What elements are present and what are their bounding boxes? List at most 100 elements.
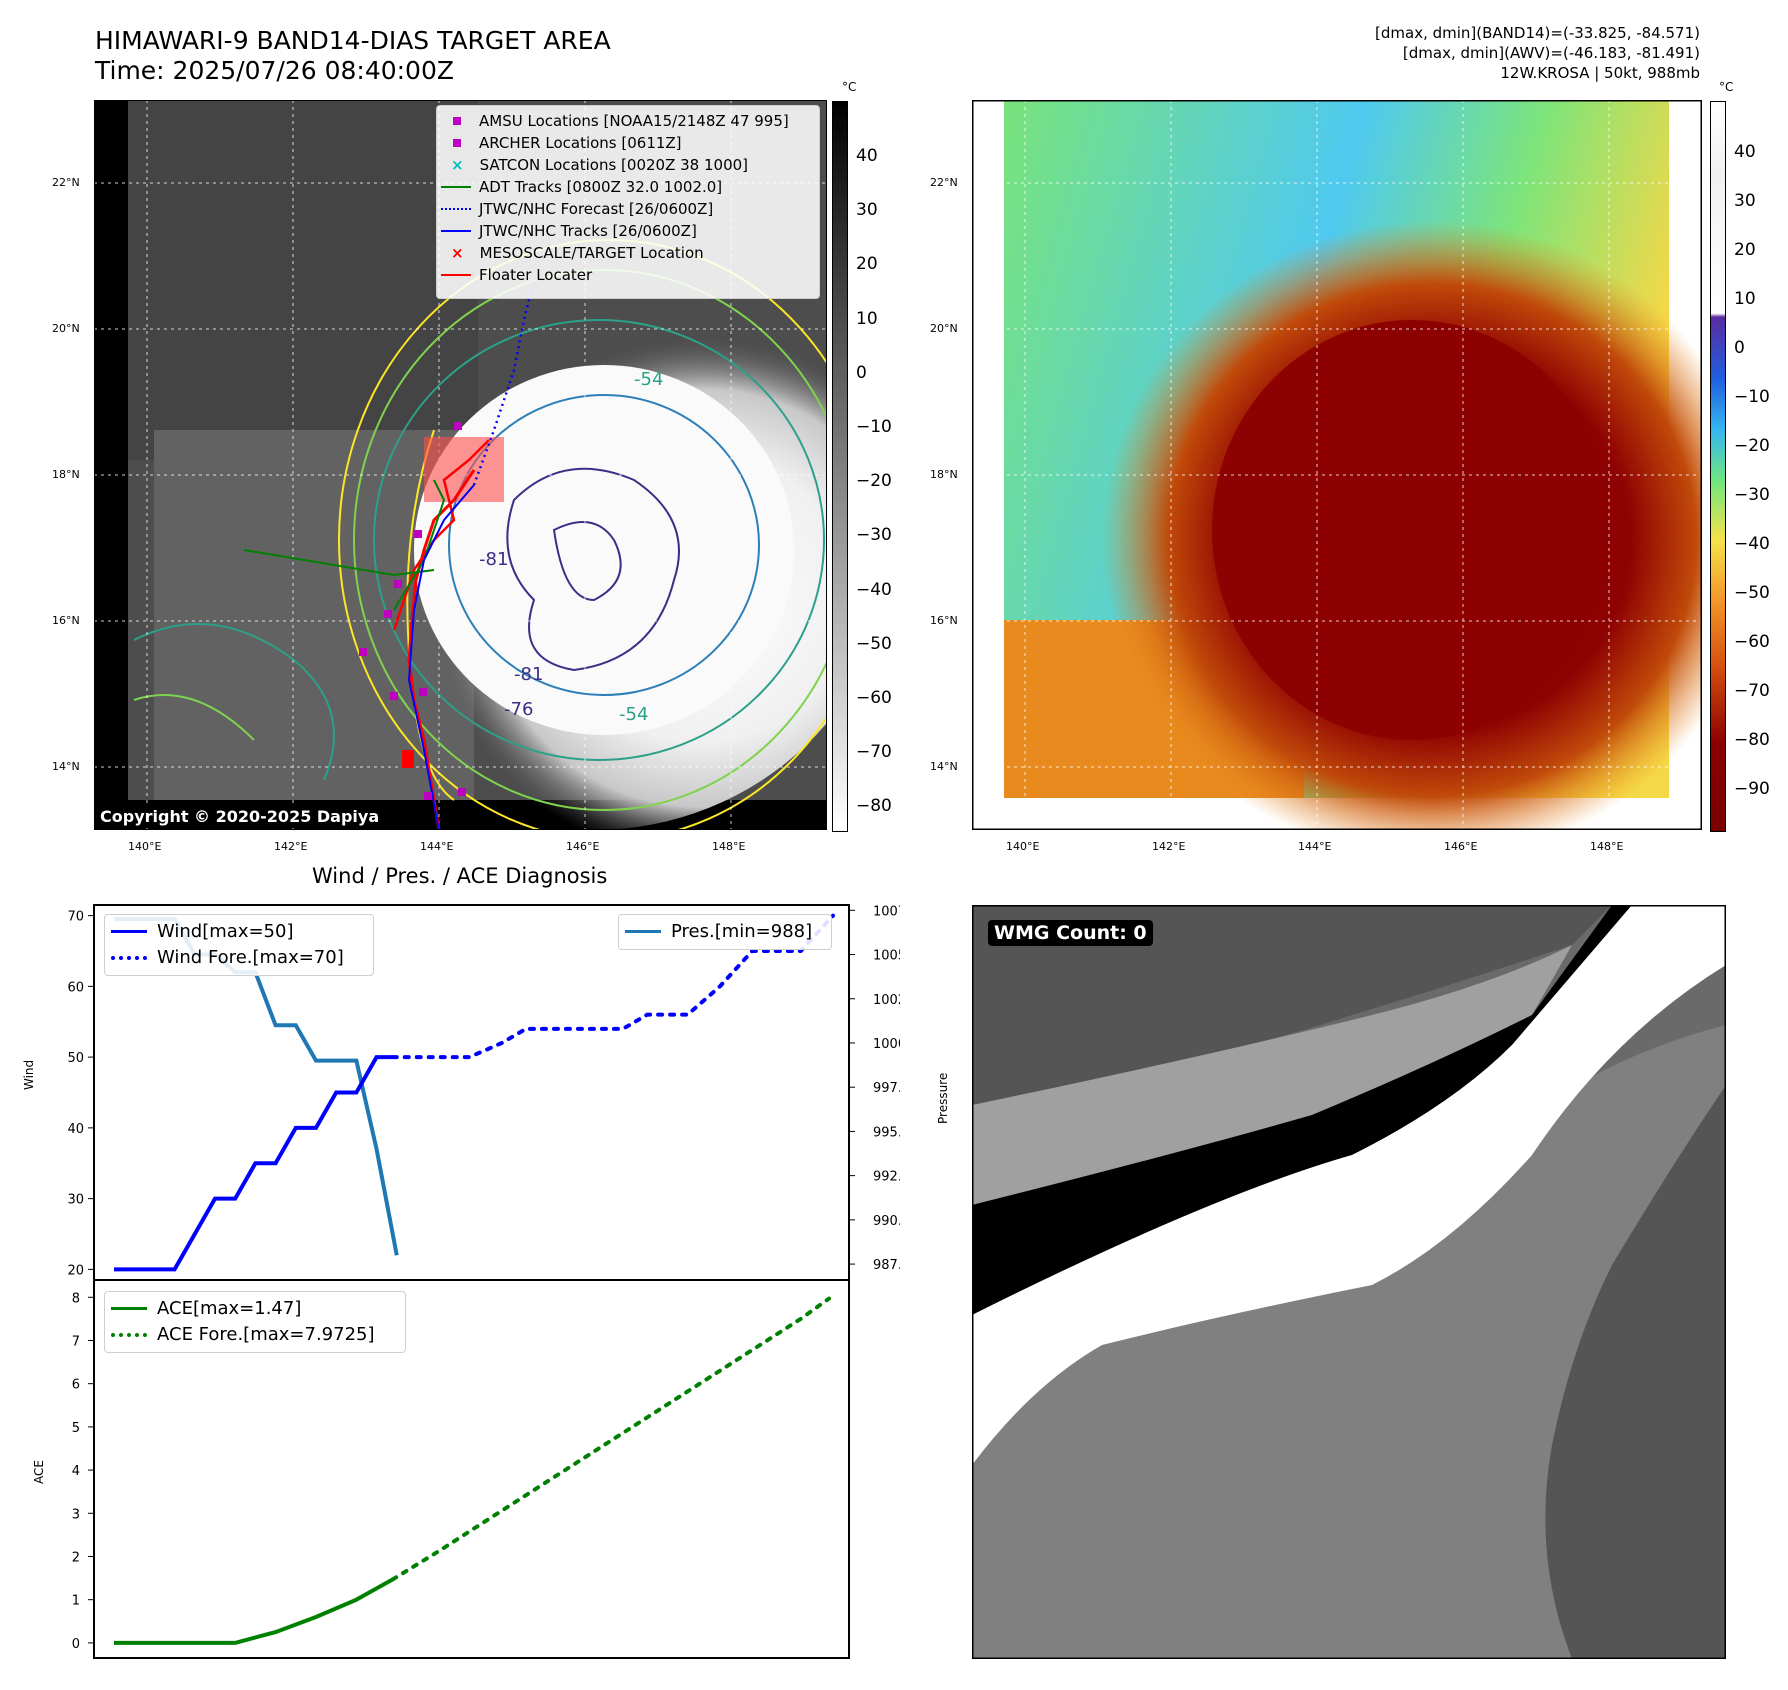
lon-tick: 140°E: [128, 840, 162, 853]
legend-label: ADT Tracks [0800Z 32.0 1002.0]: [479, 178, 723, 196]
wind-forecast-line: [390, 913, 836, 1060]
lon-tick: 142°E: [1152, 840, 1186, 853]
wind-tick-label: 60: [67, 980, 84, 995]
wind-line-icon: [111, 930, 147, 933]
pressure-tick-label: 992.5: [873, 1170, 900, 1185]
colorbar-tick: −70: [856, 742, 892, 763]
legend-label: AMSU Locations [NOAA15/2148Z 47 995]: [479, 112, 789, 130]
copyright: Copyright © 2020-2025 Dapiya: [95, 806, 385, 827]
wind-tick-label: 50: [67, 1051, 84, 1066]
contour-label: -54: [634, 369, 663, 390]
contour-label: -54: [619, 704, 648, 725]
ace-tick-label: 8: [72, 1291, 80, 1306]
legend-label: ACE Fore.[max=7.9725]: [157, 1324, 375, 1345]
legend-label: JTWC/NHC Tracks [26/0600Z]: [479, 222, 697, 240]
wind-series-line: [114, 1055, 393, 1272]
wmg-count-badge: WMG Count: 0: [988, 920, 1153, 946]
ace-tick-label: 3: [72, 1507, 80, 1522]
lon-tick: 148°E: [712, 840, 746, 853]
colorbar-tick: 30: [856, 200, 878, 221]
satcon-x-icon: ×: [451, 156, 464, 174]
target-x-icon: ×: [451, 244, 464, 262]
contour-label: -81: [479, 549, 508, 570]
ace-tick-label: 0: [72, 1637, 80, 1652]
lat-tick: 16°N: [52, 614, 80, 627]
floater-line-icon: [441, 274, 471, 276]
ace-axes-frame: [93, 1279, 850, 1659]
colorbar-tick: −70: [1734, 681, 1770, 701]
legend-label: SATCON Locations [0020Z 38 1000]: [479, 156, 749, 174]
band14-colorbar: [832, 101, 848, 832]
lat-tick: 20°N: [930, 322, 958, 335]
wind-tick-label: 70: [67, 910, 84, 925]
forecast-dotted-icon: [441, 208, 471, 210]
ace-fore-dotted-icon: [111, 1332, 147, 1337]
lat-tick: 16°N: [930, 614, 958, 627]
legend-label: Pres.[min=988]: [671, 921, 813, 942]
pressure-tick-label: 995.0: [873, 1125, 900, 1140]
ace-tick-label: 4: [72, 1464, 80, 1479]
legend-label: MESOSCALE/TARGET Location: [479, 244, 704, 262]
contour-label: -76: [504, 699, 533, 720]
colorbar-tick: −50: [856, 633, 892, 654]
legend-label: ARCHER Locations [0611Z]: [479, 134, 682, 152]
amsu-marker-icon: [453, 117, 461, 125]
wind-fore-dotted-icon: [111, 955, 147, 960]
storm-info: 12W.KROSA | 50kt, 988mb: [1500, 64, 1700, 82]
colorbar-tick: −20: [856, 471, 892, 492]
wmg-panel: [972, 905, 1726, 1659]
wind-tick-label: 20: [67, 1263, 84, 1278]
colorbar-tick: −30: [1734, 485, 1770, 505]
pressure-legend: Pres.[min=988]: [618, 914, 832, 950]
ace-legend: ACE[max=1.47] ACE Fore.[max=7.9725]: [104, 1291, 406, 1353]
diagnosis-chart: 7060504030201007.51005.01002.51000.0997.…: [67, 904, 900, 1659]
pressure-tick-label: 1007.5: [873, 904, 900, 919]
colorbar-tick: −10: [856, 417, 892, 437]
lat-tick: 22°N: [930, 176, 958, 189]
colorbar-tick: −40: [856, 579, 892, 600]
colorbar-tick: 30: [1734, 191, 1756, 211]
lat-tick: 14°N: [52, 760, 80, 773]
awv-colorbar: [1710, 101, 1726, 832]
colorbar-tick: −90: [1734, 779, 1770, 799]
lat-tick: 22°N: [52, 176, 80, 189]
lat-tick: 18°N: [52, 468, 80, 481]
legend-label: JTWC/NHC Forecast [26/0600Z]: [479, 200, 714, 218]
colorbar-tick: 20: [1734, 240, 1756, 260]
ace-tick-label: 7: [72, 1334, 80, 1349]
colorbar-tick: −50: [1734, 583, 1770, 603]
legend-label: Wind[max=50]: [157, 921, 294, 942]
colorbar-unit: °C: [842, 80, 857, 94]
lon-tick: 144°E: [1298, 840, 1332, 853]
colorbar-tick: 0: [856, 362, 867, 383]
lon-tick: 142°E: [274, 840, 308, 853]
lat-tick: 18°N: [930, 468, 958, 481]
ace-forecast-line: [390, 1296, 831, 1582]
lon-tick: 146°E: [566, 840, 600, 853]
pressure-tick-label: 997.5: [873, 1081, 900, 1096]
ace-line-icon: [111, 1307, 147, 1310]
ace-tick-label: 1: [72, 1594, 80, 1609]
colorbar-tick: 0: [1734, 338, 1745, 358]
colorbar-tick: −40: [1734, 534, 1770, 554]
diagnosis-title: Wind / Pres. / ACE Diagnosis: [312, 864, 608, 888]
pressure-line-icon: [625, 930, 661, 933]
pressure-axis-label: Pressure: [936, 1072, 950, 1124]
colorbar-tick: −80: [856, 796, 892, 817]
wind-tick-label: 30: [67, 1193, 84, 1208]
colorbar-tick: 10: [1734, 289, 1756, 309]
pressure-tick-label: 987.5: [873, 1258, 900, 1273]
lat-tick: 14°N: [930, 760, 958, 773]
legend-label: Wind Fore.[max=70]: [157, 947, 344, 968]
lat-tick: 20°N: [52, 322, 80, 335]
legend-label: Floater Locater: [479, 266, 593, 284]
band14-range: [dmax, dmin](BAND14)=(-33.825, -84.571): [1375, 24, 1700, 42]
awv-map: [972, 100, 1702, 830]
ace-tick-label: 2: [72, 1550, 80, 1565]
pressure-tick-label: 1005.0: [873, 949, 900, 964]
pressure-tick-label: 1002.5: [873, 993, 900, 1008]
colorbar-tick: −60: [856, 688, 892, 708]
colorbar-tick: 20: [856, 254, 878, 275]
map-legend: AMSU Locations [NOAA15/2148Z 47 995] ARC…: [436, 105, 820, 299]
contour-label: -81: [514, 664, 543, 685]
